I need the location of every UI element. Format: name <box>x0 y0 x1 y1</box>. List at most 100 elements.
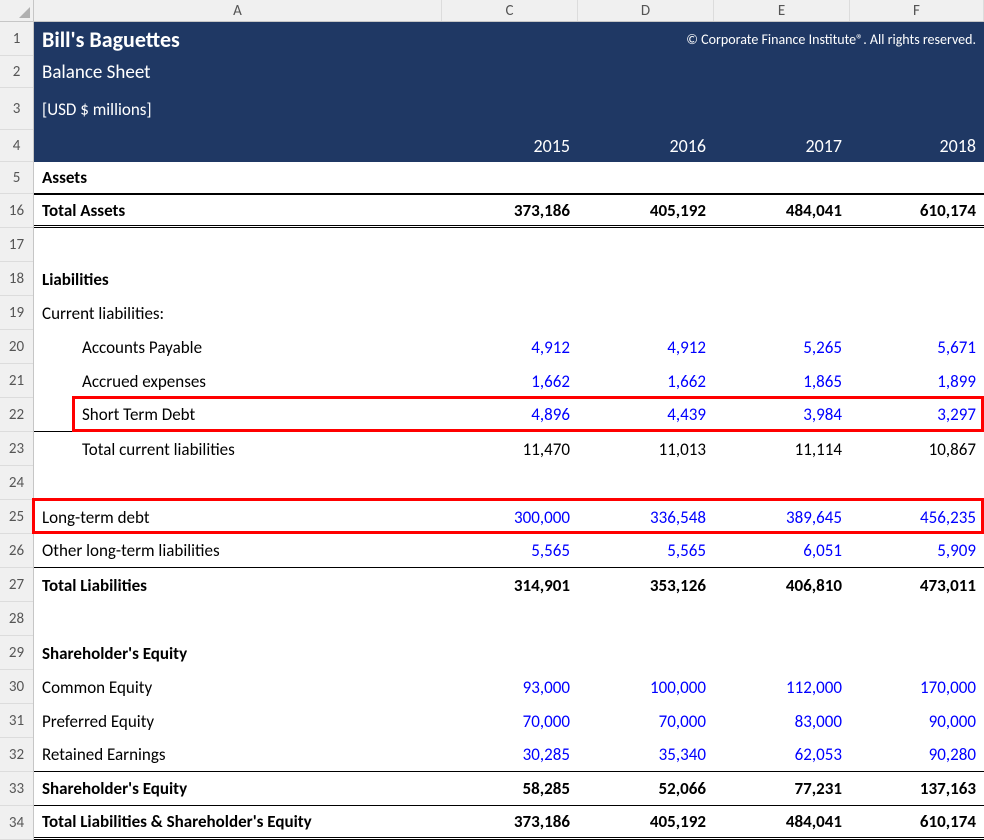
col-header-F[interactable]: F <box>850 0 984 21</box>
company-title[interactable]: Bill's Baguettes <box>34 22 442 56</box>
row-header-23[interactable]: 23 <box>0 432 33 466</box>
col-header-D[interactable]: D <box>578 0 714 21</box>
row-header-33[interactable]: 33 <box>0 772 33 806</box>
total-current-liab-2016[interactable]: 11,013 <box>578 432 714 466</box>
accrued-expenses-2015[interactable]: 1,662 <box>442 364 578 398</box>
total-liabilities-2018[interactable]: 473,011 <box>850 568 984 602</box>
row-header-27[interactable]: 27 <box>0 568 33 602</box>
row-header-5[interactable]: 5 <box>0 162 33 194</box>
short-term-debt-2016[interactable]: 4,439 <box>578 398 714 432</box>
accrued-expenses-2016[interactable]: 1,662 <box>578 364 714 398</box>
retained-earnings-2017[interactable]: 62,053 <box>714 738 850 772</box>
accounts-payable-2016[interactable]: 4,912 <box>578 330 714 364</box>
preferred-equity-2015[interactable]: 70,000 <box>442 704 578 738</box>
retained-earnings-2015[interactable]: 30,285 <box>442 738 578 772</box>
total-assets-2016[interactable]: 405,192 <box>578 194 714 228</box>
other-lt-liab-label[interactable]: Other long-term liabilities <box>34 534 442 568</box>
assets-heading[interactable]: Assets <box>34 162 442 194</box>
row-header-26[interactable]: 26 <box>0 534 33 568</box>
row-header-18[interactable]: 18 <box>0 262 33 296</box>
liabilities-heading[interactable]: Liabilities <box>34 262 442 296</box>
equity-heading[interactable]: Shareholder's Equity <box>34 636 442 670</box>
row-header-34[interactable]: 34 <box>0 806 33 840</box>
row-header-20[interactable]: 20 <box>0 330 33 364</box>
select-all-corner[interactable] <box>0 0 34 22</box>
report-subtitle[interactable]: Balance Sheet <box>34 56 442 88</box>
row-header-28[interactable]: 28 <box>0 602 33 636</box>
total-assets-label[interactable]: Total Assets <box>34 194 442 228</box>
total-liab-equity-2018[interactable]: 610,174 <box>850 806 984 840</box>
short-term-debt-2017[interactable]: 3,984 <box>714 398 850 432</box>
total-current-liab-2018[interactable]: 10,867 <box>850 432 984 466</box>
retained-earnings-label[interactable]: Retained Earnings <box>34 738 442 772</box>
shareholders-equity-2018[interactable]: 137,163 <box>850 772 984 806</box>
total-liab-equity-2016[interactable]: 405,192 <box>578 806 714 840</box>
preferred-equity-2016[interactable]: 70,000 <box>578 704 714 738</box>
total-assets-2018[interactable]: 610,174 <box>850 194 984 228</box>
common-equity-label[interactable]: Common Equity <box>34 670 442 704</box>
col-header-A[interactable]: A <box>34 0 442 21</box>
row-header-16[interactable]: 16 <box>0 194 33 228</box>
col-header-E[interactable]: E <box>714 0 850 21</box>
shareholders-equity-2016[interactable]: 52,066 <box>578 772 714 806</box>
long-term-debt-2017[interactable]: 389,645 <box>714 500 850 534</box>
col-header-C[interactable]: C <box>442 0 578 21</box>
long-term-debt-2018[interactable]: 456,235 <box>850 500 984 534</box>
total-liab-equity-label[interactable]: Total Liabilities & Shareholder's Equity <box>34 806 442 840</box>
year-2015[interactable]: 2015 <box>442 130 578 162</box>
accrued-expenses-label[interactable]: Accrued expenses <box>34 364 442 398</box>
common-equity-2016[interactable]: 100,000 <box>578 670 714 704</box>
total-assets-2017[interactable]: 484,041 <box>714 194 850 228</box>
row-header-3[interactable]: 3 <box>0 88 33 130</box>
shareholders-equity-label[interactable]: Shareholder's Equity <box>34 772 442 806</box>
other-lt-liab-2015[interactable]: 5,565 <box>442 534 578 568</box>
accounts-payable-2017[interactable]: 5,265 <box>714 330 850 364</box>
common-equity-2018[interactable]: 170,000 <box>850 670 984 704</box>
retained-earnings-2018[interactable]: 90,280 <box>850 738 984 772</box>
row-header-30[interactable]: 30 <box>0 670 33 704</box>
row-header-17[interactable]: 17 <box>0 228 33 262</box>
row-header-25[interactable]: 25 <box>0 500 33 534</box>
units-label[interactable]: [USD $ millions] <box>34 88 442 130</box>
total-current-liab-2015[interactable]: 11,470 <box>442 432 578 466</box>
year-2018[interactable]: 2018 <box>850 130 984 162</box>
accounts-payable-2018[interactable]: 5,671 <box>850 330 984 364</box>
preferred-equity-2017[interactable]: 83,000 <box>714 704 850 738</box>
short-term-debt-2015[interactable]: 4,896 <box>442 398 578 432</box>
total-liabilities-2015[interactable]: 314,901 <box>442 568 578 602</box>
long-term-debt-label[interactable]: Long-term debt <box>34 500 442 534</box>
total-liabilities-label[interactable]: Total Liabilities <box>34 568 442 602</box>
row-header-1[interactable]: 1 <box>0 22 33 56</box>
year-2016[interactable]: 2016 <box>578 130 714 162</box>
total-current-liab-label[interactable]: Total current liabilities <box>34 432 442 466</box>
short-term-debt-2018[interactable]: 3,297 <box>850 398 984 432</box>
other-lt-liab-2016[interactable]: 5,565 <box>578 534 714 568</box>
preferred-equity-label[interactable]: Preferred Equity <box>34 704 442 738</box>
other-lt-liab-2017[interactable]: 6,051 <box>714 534 850 568</box>
long-term-debt-2015[interactable]: 300,000 <box>442 500 578 534</box>
common-equity-2015[interactable]: 93,000 <box>442 670 578 704</box>
other-lt-liab-2018[interactable]: 5,909 <box>850 534 984 568</box>
accounts-payable-label[interactable]: Accounts Payable <box>34 330 442 364</box>
common-equity-2017[interactable]: 112,000 <box>714 670 850 704</box>
short-term-debt-label[interactable]: Short Term Debt <box>34 398 442 432</box>
total-liab-equity-2017[interactable]: 484,041 <box>714 806 850 840</box>
accrued-expenses-2017[interactable]: 1,865 <box>714 364 850 398</box>
preferred-equity-2018[interactable]: 90,000 <box>850 704 984 738</box>
row-header-2[interactable]: 2 <box>0 56 33 88</box>
row-header-4[interactable]: 4 <box>0 130 33 162</box>
long-term-debt-2016[interactable]: 336,548 <box>578 500 714 534</box>
row-header-31[interactable]: 31 <box>0 704 33 738</box>
total-liab-equity-2015[interactable]: 373,186 <box>442 806 578 840</box>
total-liabilities-2016[interactable]: 353,126 <box>578 568 714 602</box>
shareholders-equity-2017[interactable]: 77,231 <box>714 772 850 806</box>
row-header-24[interactable]: 24 <box>0 466 33 500</box>
accrued-expenses-2018[interactable]: 1,899 <box>850 364 984 398</box>
total-liabilities-2017[interactable]: 406,810 <box>714 568 850 602</box>
current-liab-label[interactable]: Current liabilities: <box>34 296 442 330</box>
total-current-liab-2017[interactable]: 11,114 <box>714 432 850 466</box>
row-header-32[interactable]: 32 <box>0 738 33 772</box>
row-header-29[interactable]: 29 <box>0 636 33 670</box>
accounts-payable-2015[interactable]: 4,912 <box>442 330 578 364</box>
row-header-21[interactable]: 21 <box>0 364 33 398</box>
